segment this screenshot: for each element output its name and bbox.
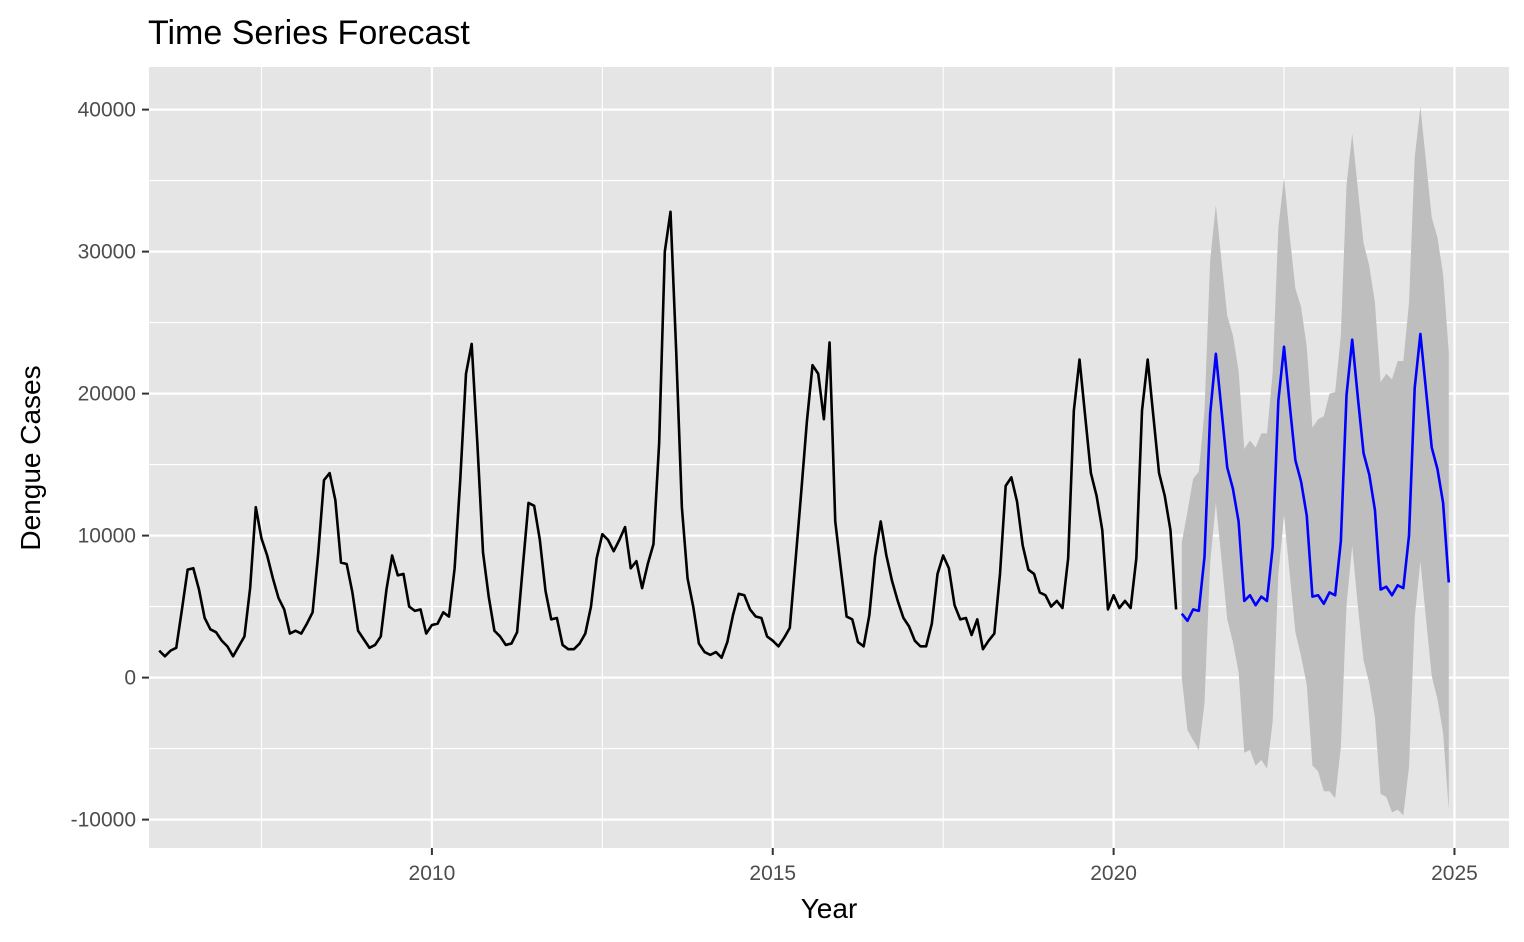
major-gridlines xyxy=(149,67,1509,848)
y-tick-label: 30000 xyxy=(78,241,136,264)
x-axis-title: Year xyxy=(801,893,858,924)
y-tick-label: 0 xyxy=(124,667,136,690)
x-tick-label: 2025 xyxy=(1431,862,1478,885)
prediction-interval xyxy=(1181,106,1449,816)
prediction-interval-band xyxy=(1181,106,1449,816)
y-tick-label: 20000 xyxy=(78,383,136,406)
chart-title: Time Series Forecast xyxy=(148,14,470,52)
observed-series-line xyxy=(158,210,1178,660)
y-axis-title: Dengue Cases xyxy=(15,365,46,550)
y-tick-label: 40000 xyxy=(78,99,136,122)
x-tick-label: 2010 xyxy=(409,862,456,885)
y-tick-label: -10000 xyxy=(71,809,136,832)
y-tick-label: 10000 xyxy=(78,525,136,548)
x-tick-label: 2020 xyxy=(1090,862,1137,885)
series-lines xyxy=(158,210,1451,660)
axis-ticks xyxy=(142,108,1456,855)
tick-labels: 2010 2015 2020 2025 -10000 0 10000 20000 30000 40… xyxy=(71,99,1478,885)
forecast-series-line xyxy=(1180,332,1451,623)
x-tick-label: 2015 xyxy=(749,862,796,885)
